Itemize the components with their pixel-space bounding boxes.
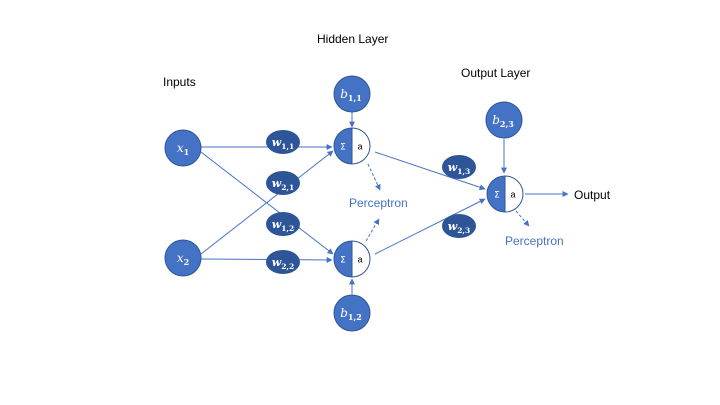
edge-x2-h1 xyxy=(200,150,334,255)
x1-sub: 1 xyxy=(184,147,190,157)
svg-text:w2,2: w2,2 xyxy=(272,256,295,271)
x1-base: x xyxy=(177,141,184,155)
bias-node-b23: b2,3 xyxy=(485,101,523,139)
weight-w22: w2,2 xyxy=(266,250,300,274)
w13-base: w xyxy=(448,161,458,174)
w11-base: w xyxy=(272,136,282,149)
b23-base: b xyxy=(492,113,500,127)
sum-symbol: Σ xyxy=(494,191,500,201)
pointer-h1-perceptron xyxy=(367,163,381,191)
svg-text:b2,3: b2,3 xyxy=(492,113,514,129)
weight-w12: w1,2 xyxy=(266,212,300,236)
hidden-neuron-2: Σ a xyxy=(333,240,371,278)
svg-text:b1,1: b1,1 xyxy=(340,87,362,103)
perceptron-hidden-label: Perceptron xyxy=(349,196,408,210)
w13-sub: 1,3 xyxy=(457,167,470,176)
w22-base: w xyxy=(272,256,282,269)
output-neuron: Σ a xyxy=(486,175,524,213)
svg-text:w2,3: w2,3 xyxy=(448,220,471,235)
activation-symbol: a xyxy=(357,142,362,152)
weight-w11: w1,1 xyxy=(266,130,300,154)
pointer-h2-perceptron xyxy=(365,218,380,242)
perceptron-output-label: Perceptron xyxy=(505,234,564,248)
b11-sub: 1,1 xyxy=(348,93,362,103)
inputs-label: Inputs xyxy=(163,75,196,89)
w23-sub: 2,3 xyxy=(457,226,470,235)
bias-node-b12: b1,2 xyxy=(333,294,371,332)
w21-sub: 2,1 xyxy=(281,183,294,192)
b23-sub: 2,3 xyxy=(500,119,514,129)
activation-symbol: a xyxy=(357,255,362,265)
svg-text:b1,2: b1,2 xyxy=(340,306,362,322)
hidden-layer-label: Hidden Layer xyxy=(317,32,389,46)
sum-symbol: Σ xyxy=(340,143,346,153)
weight-w21: w2,1 xyxy=(266,171,300,195)
hidden-neuron-1: Σ a xyxy=(333,127,371,165)
activation-symbol: a xyxy=(510,190,515,200)
w23-base: w xyxy=(448,220,458,233)
w11-sub: 1,1 xyxy=(281,142,294,151)
output-label: Output xyxy=(574,188,611,202)
sum-symbol: Σ xyxy=(340,256,346,266)
x2-sub: 2 xyxy=(184,257,190,267)
edge-h2-out xyxy=(374,198,486,255)
weight-w23: w2,3 xyxy=(442,214,476,238)
svg-text:w2,1: w2,1 xyxy=(272,177,295,192)
bias-node-b11: b1,1 xyxy=(333,75,371,113)
pointer-out-perceptron xyxy=(515,210,530,227)
w21-base: w xyxy=(272,177,282,190)
svg-text:w1,3: w1,3 xyxy=(448,161,471,176)
input-node-x1: x1 xyxy=(164,129,202,167)
svg-text:x1: x1 xyxy=(177,141,189,157)
svg-text:x2: x2 xyxy=(177,251,189,267)
weight-w13: w1,3 xyxy=(442,155,476,179)
input-node-x2: x2 xyxy=(164,239,202,277)
svg-text:w1,2: w1,2 xyxy=(272,218,295,233)
w12-base: w xyxy=(272,218,282,231)
connections xyxy=(200,112,569,294)
w12-sub: 1,2 xyxy=(281,224,294,233)
output-layer-label: Output Layer xyxy=(461,66,531,80)
b12-sub: 1,2 xyxy=(348,312,362,322)
perceptron-pointers xyxy=(365,163,530,242)
x2-base: x xyxy=(177,251,184,265)
w22-sub: 2,2 xyxy=(281,262,294,271)
b11-base: b xyxy=(340,87,348,101)
edge-h1-out xyxy=(374,151,486,191)
b12-base: b xyxy=(340,306,348,320)
svg-text:w1,1: w1,1 xyxy=(272,136,295,151)
